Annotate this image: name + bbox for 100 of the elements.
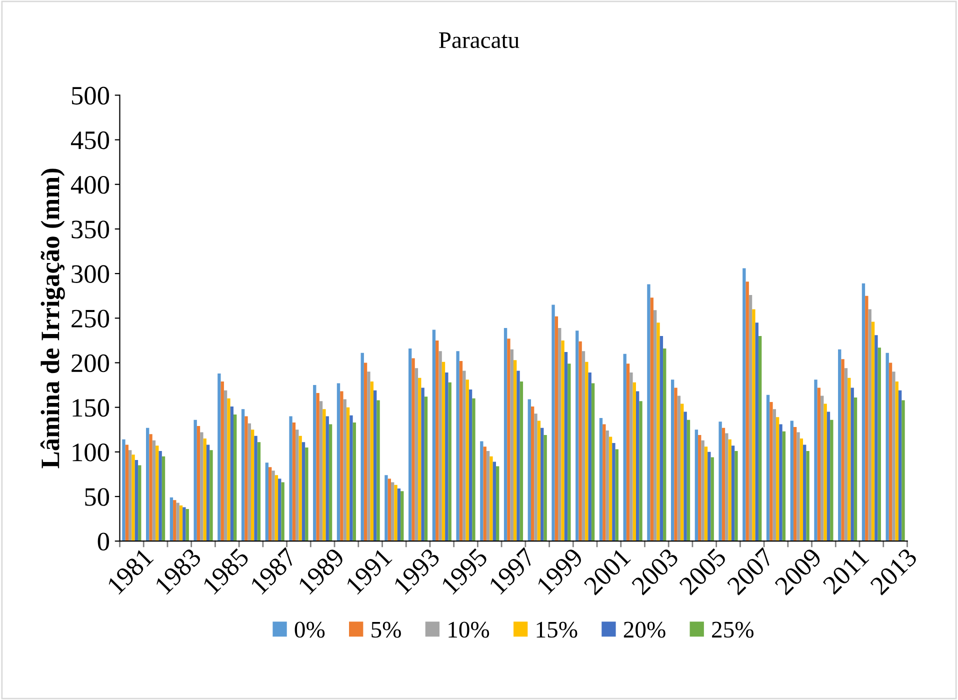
bar (302, 442, 306, 542)
bar (898, 390, 902, 542)
bar (384, 475, 388, 542)
bar (892, 372, 896, 542)
bar (632, 382, 636, 542)
bar (305, 447, 308, 542)
bar (149, 434, 152, 542)
bar (196, 426, 200, 542)
bar (373, 390, 377, 542)
bar (346, 407, 350, 542)
y-tick-label: 400 (70, 176, 110, 194)
bar (313, 385, 316, 542)
bar (158, 451, 162, 542)
bar (871, 322, 875, 542)
bar (472, 398, 476, 542)
bar (704, 446, 708, 542)
bar (800, 438, 804, 542)
bar (537, 420, 541, 542)
bar (888, 362, 892, 542)
bar (438, 351, 442, 542)
bar (125, 444, 128, 542)
bar (408, 348, 412, 542)
bar (370, 381, 374, 542)
bar (436, 340, 439, 542)
bar (466, 380, 469, 542)
bar (626, 364, 630, 542)
bar (772, 409, 776, 542)
bar (564, 352, 568, 542)
bar (414, 368, 418, 542)
bar (281, 482, 284, 542)
bar (227, 398, 230, 542)
bar (173, 500, 176, 542)
bar (803, 444, 806, 542)
bar (456, 351, 460, 542)
bar (694, 430, 698, 542)
bar (591, 383, 595, 542)
y-tick-label: 250 (72, 310, 110, 328)
bar (755, 322, 758, 542)
bar (328, 424, 332, 542)
bar (421, 388, 424, 542)
bar (874, 335, 878, 542)
bar (250, 430, 254, 542)
bar (708, 452, 711, 542)
bar (552, 304, 555, 542)
bar (776, 417, 780, 542)
bar (134, 460, 138, 542)
bar (766, 394, 770, 542)
bar (513, 360, 517, 542)
bar (278, 478, 282, 542)
bar (230, 406, 234, 542)
bar (568, 364, 571, 542)
bar (582, 351, 586, 542)
bar (578, 341, 582, 542)
bar (292, 422, 296, 542)
bar (686, 420, 690, 542)
legend-label: 10% (448, 622, 490, 638)
bar (630, 372, 633, 542)
y-tick-label: 450 (70, 131, 110, 150)
bar (758, 336, 762, 542)
bar (298, 436, 302, 542)
bar (170, 497, 174, 542)
legend-label: 5% (372, 622, 401, 638)
bar (790, 420, 794, 542)
bar (606, 430, 609, 542)
bar (615, 449, 618, 542)
bar (734, 451, 738, 542)
legend-label: 20% (624, 622, 666, 638)
bar (352, 422, 356, 542)
bar (554, 316, 558, 542)
bar (746, 282, 749, 542)
bar (588, 372, 592, 542)
bar (248, 423, 251, 542)
bar (728, 439, 732, 542)
bar (424, 396, 428, 542)
bar (432, 330, 436, 542)
bar (492, 462, 496, 542)
bar (418, 378, 422, 542)
bar (530, 406, 534, 542)
bar (186, 508, 189, 542)
bar (895, 381, 898, 542)
bar (838, 349, 842, 542)
bar (844, 368, 848, 542)
bar (602, 424, 606, 542)
legend-label: 0% (294, 622, 325, 638)
bar (540, 428, 544, 542)
bar (647, 284, 650, 542)
bar (544, 434, 547, 542)
bar (210, 450, 213, 542)
bar (504, 328, 508, 542)
bar (793, 426, 797, 542)
bar (868, 309, 872, 542)
bar (516, 370, 520, 542)
bar (462, 370, 466, 542)
bar (296, 430, 299, 542)
bar (585, 362, 588, 542)
y-tick-label: 200 (72, 354, 110, 372)
bar (490, 456, 493, 542)
bar (826, 412, 830, 542)
bar (412, 358, 415, 542)
bar (660, 336, 664, 542)
